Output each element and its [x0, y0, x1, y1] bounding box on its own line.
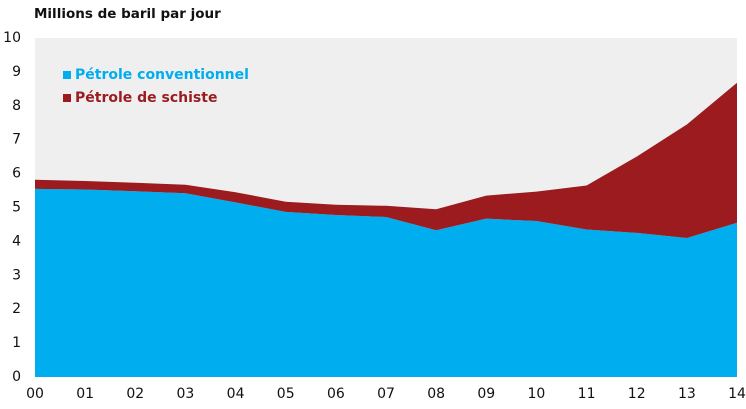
x-tick-label: 10	[528, 386, 546, 402]
x-tick-label: 13	[678, 386, 696, 402]
x-tick-label: 00	[26, 386, 44, 402]
y-tick-label: 1	[12, 335, 21, 351]
y-tick-label: 8	[12, 98, 21, 114]
legend-label: Pétrole de schiste	[75, 90, 217, 106]
y-tick-label: 0	[12, 369, 21, 385]
y-tick-label: 5	[12, 200, 21, 216]
y-axis-title: Millions de baril par jour	[34, 6, 221, 22]
y-tick-label: 3	[12, 267, 21, 283]
legend-label: Pétrole conventionnel	[75, 67, 249, 83]
x-tick-label: 01	[76, 386, 94, 402]
y-tick-label: 10	[3, 30, 21, 46]
x-tick-label: 07	[377, 386, 395, 402]
x-tick-label: 06	[327, 386, 345, 402]
x-tick-label: 03	[177, 386, 195, 402]
y-tick-label: 2	[12, 301, 21, 317]
area	[35, 188, 737, 377]
x-tick-label: 11	[578, 386, 596, 402]
x-tick-label: 14	[728, 386, 746, 402]
x-tick-label: 12	[628, 386, 646, 402]
y-tick-label: 4	[12, 233, 21, 249]
x-tick-label: 04	[227, 386, 245, 402]
area	[35, 82, 737, 239]
y-tick-label: 6	[12, 166, 21, 182]
y-tick-label: 7	[12, 132, 21, 148]
x-tick-label: 02	[126, 386, 144, 402]
legend-swatch	[63, 71, 71, 79]
y-tick-label: 9	[12, 64, 21, 80]
x-tick-label: 08	[427, 386, 445, 402]
x-tick-label: 05	[277, 386, 295, 402]
legend-swatch	[63, 94, 71, 102]
x-tick-label: 09	[477, 386, 495, 402]
